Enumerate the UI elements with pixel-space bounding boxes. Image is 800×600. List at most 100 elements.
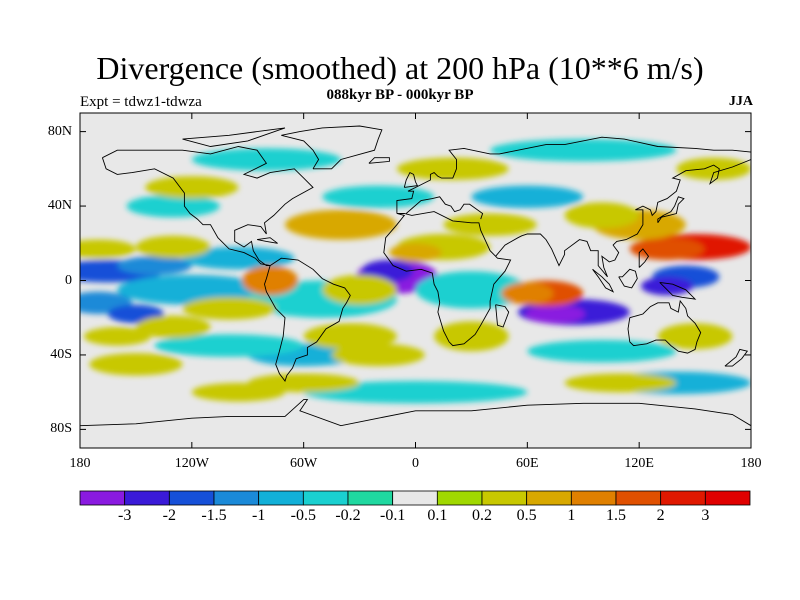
coastline bbox=[724, 348, 749, 367]
coastline bbox=[281, 125, 383, 170]
colorbar-label: -1 bbox=[251, 507, 266, 524]
coastline bbox=[627, 299, 702, 354]
colorbar-swatch bbox=[79, 490, 126, 506]
field-contour bbox=[396, 157, 509, 180]
coastline bbox=[657, 196, 685, 224]
coastline bbox=[383, 211, 512, 347]
coastline bbox=[638, 248, 650, 268]
lon-tick-label: 60W bbox=[290, 456, 318, 471]
field-contour bbox=[285, 209, 397, 240]
colorbar-swatch bbox=[481, 490, 528, 506]
field-contour bbox=[182, 297, 276, 320]
colorbar-label: 3 bbox=[701, 507, 710, 524]
lat-tick-label: 0 bbox=[65, 272, 72, 288]
field-contour bbox=[641, 276, 694, 296]
field-contour bbox=[525, 304, 586, 324]
colorbar-label: -2 bbox=[162, 507, 176, 524]
colorbar-swatch bbox=[258, 490, 304, 506]
colorbar-swatch bbox=[347, 490, 394, 506]
coastline bbox=[495, 159, 751, 278]
field-contour bbox=[242, 265, 299, 296]
lon-tick-label: 60E bbox=[516, 456, 539, 471]
colorbar-swatch bbox=[660, 490, 706, 506]
lon-tick-label: 120W bbox=[174, 456, 209, 471]
field-contour bbox=[389, 243, 442, 262]
experiment-label: Expt = tdwz1-tdwza bbox=[80, 94, 202, 110]
field-contour bbox=[80, 239, 136, 259]
colorbar-swatch bbox=[168, 490, 215, 506]
colorbar-label: -3 bbox=[117, 507, 132, 524]
figure-subtitle: 088kyr BP - 000kyr BP bbox=[326, 87, 474, 103]
field-contour bbox=[527, 340, 677, 363]
colorbar-swatch bbox=[526, 490, 572, 506]
coastline bbox=[396, 136, 751, 214]
colorbar-label: -0.1 bbox=[379, 507, 406, 524]
field-contour bbox=[564, 373, 677, 393]
colorbar-label: -0.2 bbox=[335, 507, 361, 524]
lat-tick-label: 80S bbox=[50, 421, 72, 437]
colorbar-label: 1.5 bbox=[606, 507, 626, 524]
field-contour bbox=[564, 202, 640, 229]
coastline bbox=[368, 157, 390, 164]
figure-title: Divergence (smoothed) at 200 hPa (10**6 … bbox=[96, 50, 704, 86]
colorbar-swatch bbox=[124, 490, 170, 506]
colorbar-swatch bbox=[436, 490, 483, 506]
field-contour bbox=[501, 282, 554, 305]
field-contour bbox=[322, 185, 435, 208]
coastline bbox=[257, 237, 278, 244]
coastline bbox=[80, 399, 751, 427]
coastline bbox=[592, 268, 615, 293]
colorbar-label: 1 bbox=[567, 507, 576, 524]
field-contour bbox=[434, 321, 509, 352]
coastline bbox=[182, 127, 286, 147]
colorbar-label: 0.1 bbox=[427, 507, 448, 524]
lat-tick-label: 40S bbox=[50, 346, 72, 362]
field-contour bbox=[443, 213, 537, 236]
lon-tick-label: 120E bbox=[624, 456, 654, 471]
season-label: JJA bbox=[728, 94, 753, 109]
field-contour bbox=[676, 157, 751, 180]
coastline bbox=[495, 304, 510, 328]
field-contour bbox=[331, 343, 425, 367]
field-contour bbox=[490, 139, 677, 162]
colorbar-label: -1.5 bbox=[201, 507, 227, 524]
coastline bbox=[264, 257, 351, 382]
field-contour bbox=[657, 323, 733, 350]
coastline bbox=[618, 268, 638, 289]
colorbar-swatch bbox=[213, 490, 260, 506]
colorbar-swatch bbox=[615, 490, 662, 506]
colorbar-label: -0.5 bbox=[290, 507, 316, 524]
colorbar-swatch bbox=[704, 490, 751, 506]
lon-tick-label: 180 bbox=[740, 456, 762, 471]
field-contour bbox=[117, 256, 192, 275]
field-contour bbox=[126, 194, 220, 218]
field-contour bbox=[191, 148, 341, 171]
colorbar-swatch bbox=[570, 490, 617, 506]
colorbar-swatch bbox=[302, 490, 349, 506]
lat-tick-label: 80N bbox=[47, 123, 72, 139]
colorbar-swatch bbox=[392, 490, 438, 506]
field-contour bbox=[135, 235, 211, 259]
field-contour bbox=[303, 381, 528, 404]
colorbar-label: 0.2 bbox=[472, 507, 492, 524]
field-contour bbox=[415, 271, 528, 309]
colorbar-label: 0.5 bbox=[516, 507, 537, 524]
field-contour bbox=[83, 327, 151, 346]
field-contour bbox=[154, 334, 304, 357]
field-contour bbox=[89, 353, 183, 376]
field-contour bbox=[135, 315, 211, 339]
coastline bbox=[403, 172, 419, 188]
field-contour bbox=[629, 237, 705, 261]
field-contour bbox=[191, 382, 285, 402]
lon-tick-label: 0 bbox=[412, 456, 419, 471]
field-contour bbox=[471, 185, 584, 208]
coastline bbox=[405, 196, 484, 220]
lon-tick-label: 180 bbox=[69, 456, 91, 471]
divergence-field bbox=[80, 113, 751, 448]
coastline bbox=[659, 281, 697, 300]
field-contour bbox=[303, 323, 397, 350]
colorbar-label: 2 bbox=[656, 507, 665, 524]
field-contour bbox=[182, 247, 295, 270]
lat-tick-label: 40N bbox=[47, 198, 72, 214]
